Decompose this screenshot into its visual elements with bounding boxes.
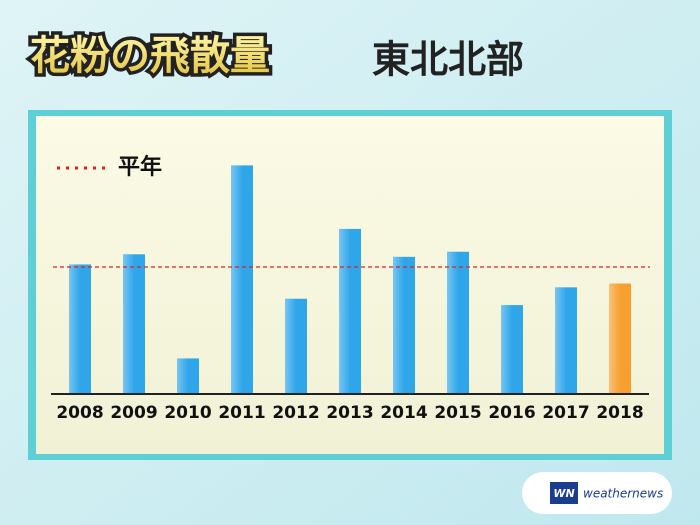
bar-shine [501,305,512,394]
logo-icon [550,482,578,504]
x-tick-label: 2010 [164,403,211,423]
x-tick-label: 2016 [488,403,535,423]
bar-shine [123,254,134,394]
bar-shine [339,228,350,394]
x-tick-label: 2009 [110,403,157,423]
x-tick-label: 2015 [434,403,481,423]
bar-shine [177,358,188,394]
x-tick-label: 2017 [542,403,589,423]
x-tick-label: 2013 [326,403,373,423]
logo-mark: WN [553,487,574,500]
bar-shine [231,165,242,394]
x-tick-label: 2008 [56,403,103,423]
x-tick-label: 2012 [272,403,319,423]
bar-shine [393,256,404,394]
bar-shine [555,287,566,394]
bar-shine [285,298,296,394]
bar-shine [609,283,620,394]
bar-shine [69,264,80,394]
x-tick-label: 2018 [596,403,643,423]
chart-subtitle: 東北北部 [372,38,524,82]
x-tick-label: 2014 [380,403,427,423]
chart-title: 花粉の飛散量 [30,33,270,79]
logo-text: weathernews [583,487,663,501]
bar-shine [447,251,458,394]
x-tick-label: 2011 [218,403,265,423]
legend-label: 平年 [118,154,162,180]
